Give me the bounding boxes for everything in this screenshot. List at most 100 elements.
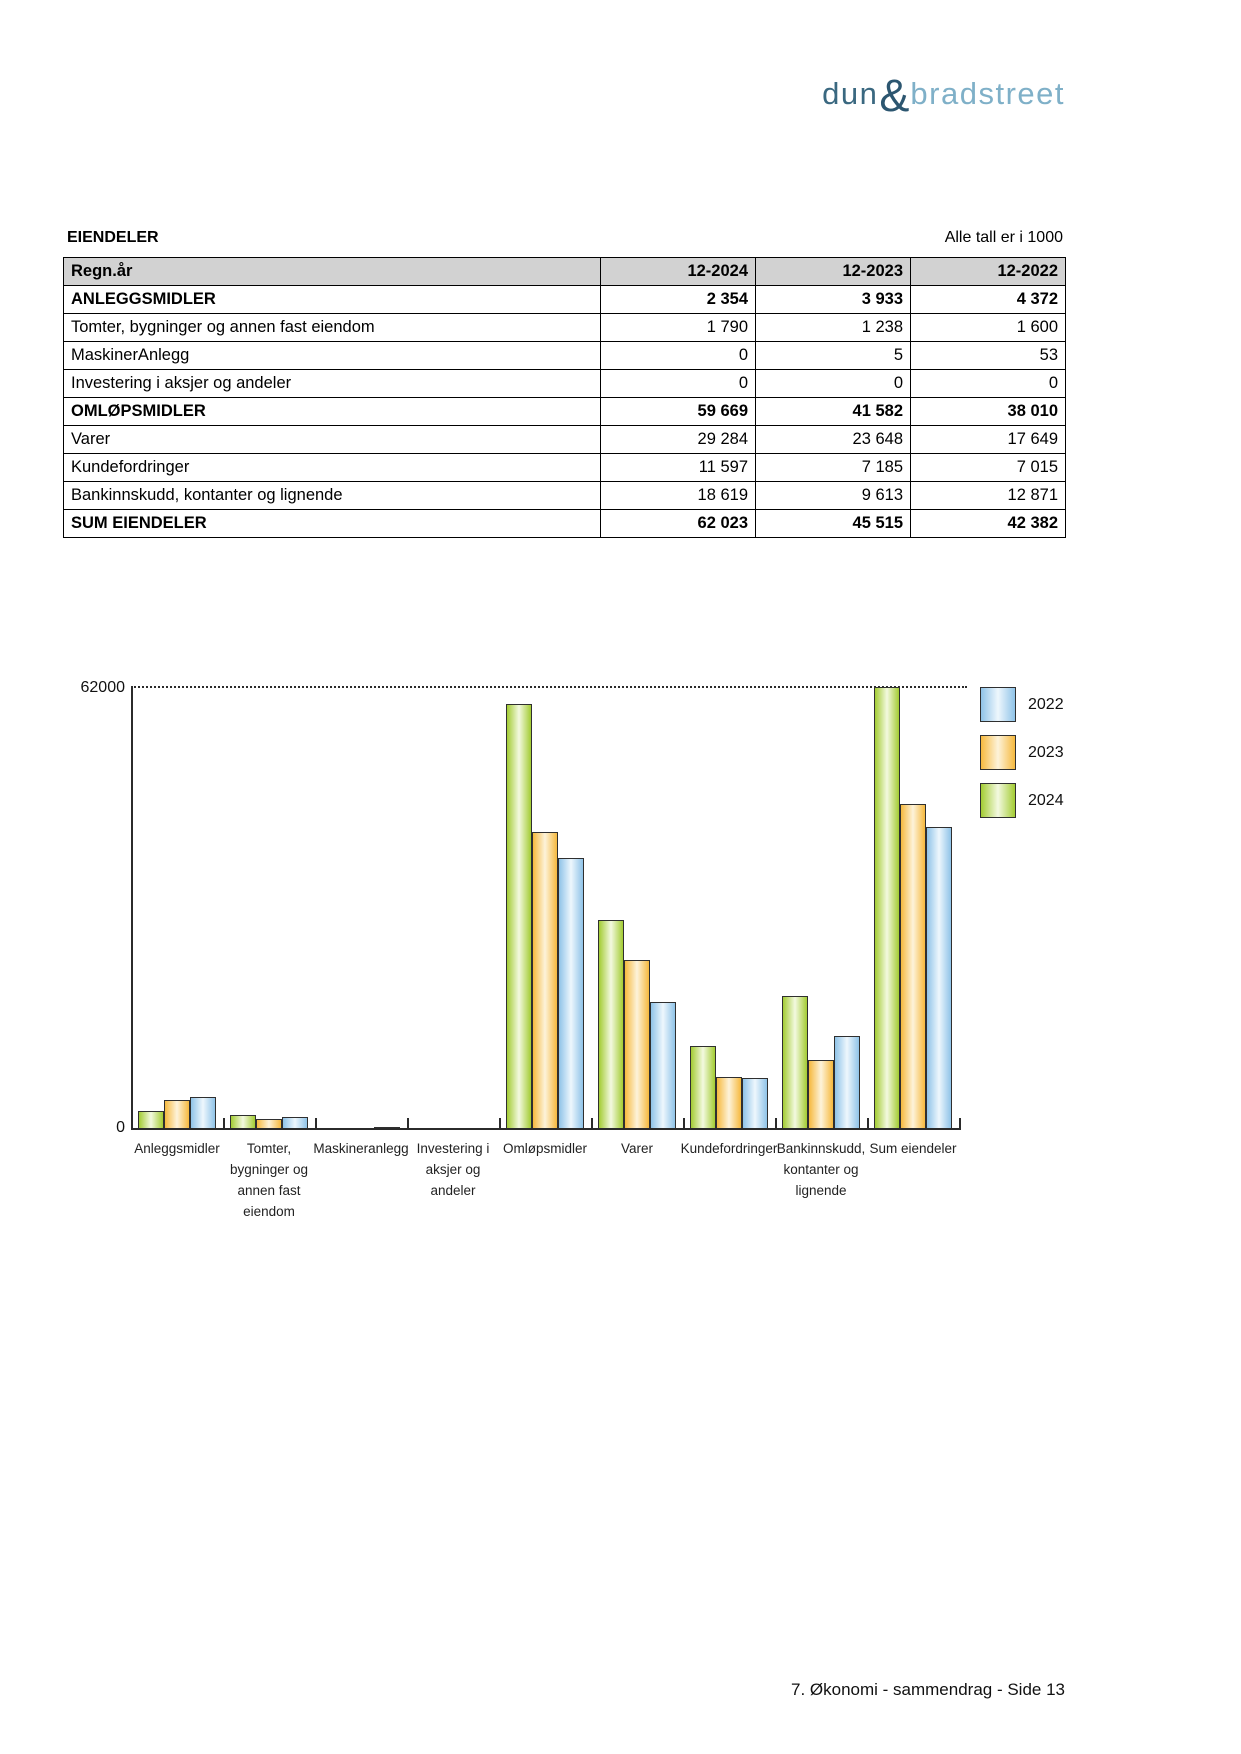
- logo-text-dun: dun: [822, 76, 879, 111]
- row-value: 41 582: [755, 397, 911, 426]
- table-row: Investering i aksjer og andeler 0 0 0: [63, 369, 1066, 398]
- row-value: 7 015: [910, 453, 1066, 482]
- row-value: 0: [600, 341, 756, 370]
- row-value: 18 619: [600, 481, 756, 510]
- row-label: OMLØPSMIDLER: [63, 397, 601, 426]
- bar-2024: [138, 1111, 164, 1128]
- row-label: Varer: [63, 425, 601, 454]
- bar-2024: [598, 920, 624, 1128]
- y-axis-max-label: 62000: [80, 679, 126, 696]
- table-row: ANLEGGSMIDLER 2 354 3 933 4 372: [63, 285, 1066, 314]
- axis-tick: [591, 1118, 593, 1128]
- legend-swatch-2023: [980, 735, 1016, 770]
- bar-2023: [164, 1100, 190, 1128]
- bar-2022: [742, 1078, 768, 1128]
- row-value: 1 790: [600, 313, 756, 342]
- bar-2024: [506, 704, 532, 1128]
- table-row: Bankinnskudd, kontanter og lignende 18 61…: [63, 481, 1066, 510]
- row-label: Tomter, bygninger og annen fast eiendom: [63, 313, 601, 342]
- axis-tick: [315, 1118, 317, 1128]
- axis-tick: [499, 1118, 501, 1128]
- row-value: 0: [910, 369, 1066, 398]
- x-axis-category-label: Anleggsmidler: [134, 1141, 220, 1156]
- row-label: SUM EIENDELER: [63, 509, 601, 538]
- x-axis-category-label: Kundefordringer: [680, 1141, 778, 1156]
- dnb-logo: dun&bradstreet: [822, 70, 1065, 121]
- bar-2022: [650, 1002, 676, 1128]
- assets-table: Regn.år 12-2024 12-2023 12-2022 ANLEGGSMIDL…: [63, 257, 1066, 538]
- axis-tick: [775, 1118, 777, 1128]
- column-header: 12-2023: [755, 257, 911, 286]
- table-row: OMLØPSMIDLER 59 669 41 582 38 010: [63, 397, 1066, 426]
- bar-2023: [256, 1119, 282, 1128]
- x-axis-category-label: Bankinnskudd, kontanter og lignende: [776, 1141, 866, 1198]
- row-value: 9 613: [755, 481, 911, 510]
- row-label: ANLEGGSMIDLER: [63, 285, 601, 314]
- row-value: 4 372: [910, 285, 1066, 314]
- table-row: Tomter, bygninger og annen fast eiendom 1…: [63, 313, 1066, 342]
- row-value: 59 669: [600, 397, 756, 426]
- x-axis-category-label: Investering i aksjer og andeler: [416, 1141, 490, 1198]
- section-title: EIENDELER: [67, 229, 159, 246]
- table-header-row: Regn.år 12-2024 12-2023 12-2022: [63, 257, 1066, 286]
- row-value: 45 515: [755, 509, 911, 538]
- legend-swatch-2024: [980, 783, 1016, 818]
- bar-2022: [558, 858, 584, 1128]
- row-value: 1 600: [910, 313, 1066, 342]
- y-axis-zero-label: 0: [116, 1119, 125, 1136]
- bar-2023: [808, 1060, 834, 1128]
- axis-tick: [683, 1118, 685, 1128]
- bar-2023: [900, 804, 926, 1128]
- x-axis-category-label: Omløpsmidler: [502, 1141, 587, 1156]
- x-axis-category-label: Varer: [620, 1141, 653, 1156]
- row-value: 23 648: [755, 425, 911, 454]
- page-footer: 7. Økonomi - sammendrag - Side 13: [790, 1680, 1065, 1699]
- row-value: 62 023: [600, 509, 756, 538]
- table-row: Varer 29 284 23 648 17 649: [63, 425, 1066, 454]
- legend-label-2024: 2024: [1028, 792, 1064, 809]
- row-value: 11 597: [600, 453, 756, 482]
- bar-2022: [374, 1127, 400, 1128]
- table-title-row: EIENDELER Alle tall er i 1000: [67, 229, 1063, 247]
- column-header: 12-2022: [910, 257, 1066, 286]
- table-row: Kundefordringer 11 597 7 185 7 015: [63, 453, 1066, 482]
- x-axis-line: [131, 1128, 961, 1130]
- legend-label-2023: 2023: [1028, 744, 1064, 761]
- row-label: Bankinnskudd, kontanter og lignende: [63, 481, 601, 510]
- axis-tick: [223, 1118, 225, 1128]
- row-value: 42 382: [910, 509, 1066, 538]
- row-value: 29 284: [600, 425, 756, 454]
- units-note: Alle tall er i 1000: [944, 229, 1063, 246]
- row-value: 0: [600, 369, 756, 398]
- column-header: 12-2024: [600, 257, 756, 286]
- bar-2022: [190, 1097, 216, 1128]
- x-axis-category-label: Tomter, bygninger og annen fast eiendom: [229, 1141, 309, 1219]
- gridline-max: [131, 686, 967, 688]
- logo-text-bradstreet: bradstreet: [910, 76, 1065, 111]
- table-row: MaskinerAnlegg 0 5 53: [63, 341, 1066, 370]
- legend-swatch-2022: [980, 687, 1016, 722]
- row-label: Kundefordringer: [63, 453, 601, 482]
- axis-tick: [959, 1118, 961, 1128]
- table-row: SUM EIENDELER 62 023 45 515 42 382: [63, 509, 1066, 538]
- row-value: 1 238: [755, 313, 911, 342]
- bar-2024: [230, 1115, 256, 1128]
- bar-2023: [716, 1077, 742, 1128]
- row-value: 17 649: [910, 425, 1066, 454]
- row-value: 2 354: [600, 285, 756, 314]
- row-value: 53: [910, 341, 1066, 370]
- bar-2024: [690, 1046, 716, 1128]
- axis-tick: [867, 1118, 869, 1128]
- bar-2024: [874, 687, 900, 1128]
- row-label: Investering i aksjer og andeler: [63, 369, 601, 398]
- bar-2022: [834, 1036, 860, 1128]
- x-axis-category-label: Sum eiendeler: [869, 1141, 957, 1156]
- column-header: Regn.år: [63, 257, 601, 286]
- row-value: 3 933: [755, 285, 911, 314]
- x-axis-category-label: Maskineranlegg: [313, 1141, 409, 1156]
- bar-2022: [926, 827, 952, 1128]
- row-value: 12 871: [910, 481, 1066, 510]
- bar-2024: [782, 996, 808, 1128]
- legend-label-2022: 2022: [1028, 696, 1064, 713]
- row-label: MaskinerAnlegg: [63, 341, 601, 370]
